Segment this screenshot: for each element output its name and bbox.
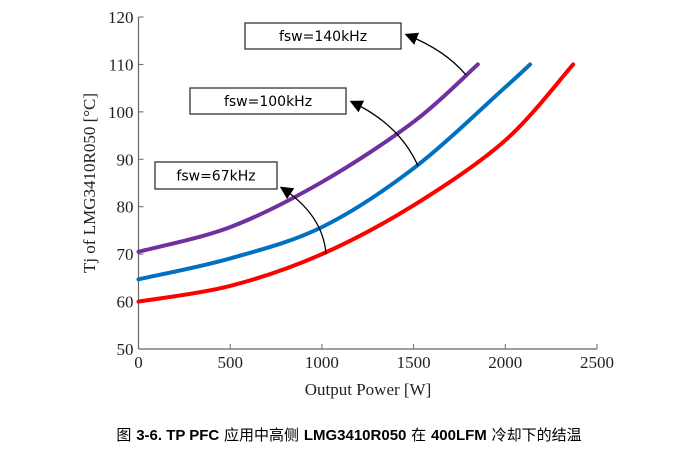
annotation-arrow (404, 32, 467, 76)
x-tick-label: 500 (217, 353, 243, 372)
y-tick-label: 120 (108, 8, 134, 27)
chart: 0 500 1000 1500 2000 25005060708090100110120 … (80, 8, 614, 399)
y-axis-label: Tj of LMG3410R050 [°C] (80, 93, 99, 273)
curves (136, 62, 576, 304)
series-label: fsw=100kHz (224, 94, 312, 110)
axes: 0 500 1000 1500 2000 2500 50 60 70 80 90 100 110 120 (108, 8, 614, 372)
annotation-box (189, 87, 347, 115)
x-tick-label: 1500 (397, 353, 431, 372)
y-tick-label: 80 (117, 198, 134, 217)
series-line (136, 62, 576, 304)
series-label: fsw=140kHz (279, 29, 367, 45)
x-tick-label: 1000 (305, 353, 339, 372)
annotations: fsw=140kHz fsw=100kHz fsw=67kHz (154, 22, 467, 255)
y-tick-label: 60 (117, 293, 134, 312)
y-tick-label: 70 (117, 245, 134, 264)
x-tick-label: 2000 (488, 353, 522, 372)
y-tick-label: 90 (117, 150, 134, 169)
x-axis-label: Output Power [W] (305, 380, 432, 399)
series-label: fsw=67kHz (176, 169, 255, 185)
series-line (136, 62, 480, 254)
annotation-box (154, 161, 278, 190)
annotation-arrow (279, 186, 327, 255)
x-tick-label: 2500 (580, 353, 614, 372)
series-line (136, 62, 533, 282)
annotation-arrow (349, 100, 419, 167)
y-tick-label: 50 (117, 340, 134, 359)
annotation-box (244, 22, 402, 50)
x-tick-label: 0 (134, 353, 143, 372)
y-tick-label: 100 (108, 103, 134, 122)
y-tick-label: 110 (109, 55, 134, 74)
figure-caption: 图 3-6. TP PFC 应用中高侧 LMG3410R050 在 400LFM… (116, 426, 582, 444)
